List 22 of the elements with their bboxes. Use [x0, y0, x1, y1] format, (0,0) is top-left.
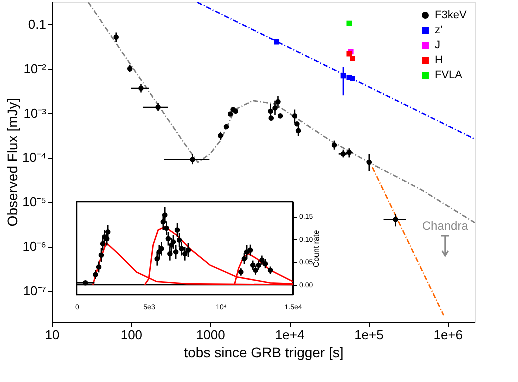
legend-label: H	[435, 54, 443, 66]
y2-axis-title: Count rate	[312, 230, 322, 268]
x-axis-title: tobs since GRB trigger [s]	[184, 344, 344, 360]
y-tick-label: 0.1	[28, 16, 46, 32]
y-tick-label: 10⁻⁵	[22, 194, 46, 210]
y-axis-title: Observed Flux [mJy]	[4, 98, 20, 227]
x-tick-label: 1e+4	[275, 328, 305, 342]
legend-label: FVLA	[435, 70, 464, 82]
x-tick-label: 100	[120, 328, 143, 342]
x-tick-label: 1e+5	[354, 328, 384, 342]
x-tick-label: 1000	[196, 328, 226, 342]
y-tick-label: 10⁻²	[24, 61, 48, 76]
y-tick-label: 10⁻⁷	[23, 283, 47, 298]
legend-label: J	[435, 40, 440, 52]
y-tick-label: 10⁻⁶	[22, 239, 46, 254]
x-tick-label: 1e+6	[434, 328, 464, 342]
x-tick-label: 10	[45, 328, 60, 342]
legend-label: z'	[435, 24, 443, 36]
y-tick-label: 10⁻⁴	[22, 150, 46, 166]
annotation: Chandra	[422, 219, 469, 233]
legend-label: F3keV	[435, 10, 468, 22]
y-tick-label: 10⁻³	[24, 106, 48, 121]
